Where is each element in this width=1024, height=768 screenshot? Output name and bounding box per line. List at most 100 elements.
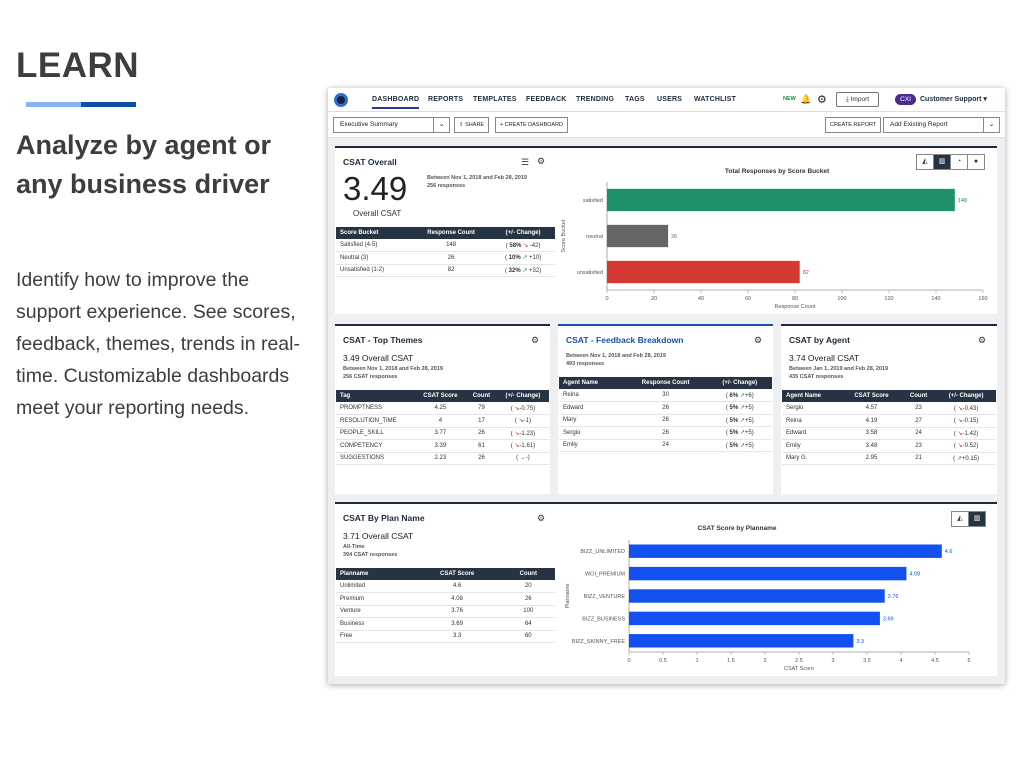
cell: 2.23: [414, 452, 467, 465]
cell: 100: [501, 605, 555, 618]
card-title: CSAT - Top Themes: [343, 335, 423, 345]
data-label: 3.3: [856, 639, 864, 645]
score-label: Overall CSAT: [807, 353, 860, 363]
total-responses-chart: Total Responses by Score Bucket satisfied…: [561, 168, 988, 310]
score-value: 3.71: [343, 531, 360, 541]
org-badge: CXI: [895, 94, 916, 105]
bar-chart-icon[interactable]: ▥: [968, 511, 986, 527]
cell: 23: [900, 402, 937, 415]
x-tick-label: 40: [698, 296, 704, 302]
cell: 64: [501, 617, 555, 631]
tab-tags[interactable]: TAGS: [625, 96, 645, 103]
date-range: All-Time: [343, 544, 365, 550]
column-header: Count: [900, 390, 937, 402]
change-cell: ( ↘-1.23): [496, 427, 549, 440]
bar-bizz_skinny_free: [629, 634, 854, 648]
cell: 26: [501, 592, 555, 606]
trend-down-icon: ↘: [957, 430, 963, 437]
toolbar: Executive Summary ⌄ ⇪ SHARE + CREATE DAS…: [328, 112, 1005, 138]
gear-icon[interactable]: ⚙: [817, 94, 827, 106]
x-tick-label: 0: [627, 658, 630, 664]
chevron-down-icon: ⌄: [433, 118, 449, 132]
category-label: unsatisfied: [577, 270, 603, 276]
chart-view-tabs: ◭ ▥: [951, 511, 986, 527]
trend-up-icon: ↗: [739, 405, 745, 412]
app-logo-icon[interactable]: [334, 93, 348, 107]
table-row: Sergio 4.57 23( ↘-0.43): [782, 402, 996, 415]
trend-down-icon: ↘: [514, 405, 520, 412]
column-header: (+/- Change): [496, 390, 549, 402]
column-header: Agent Name: [782, 390, 842, 402]
table-row: Edward 26( 5% ↗+5): [559, 401, 772, 415]
change-cell: ( 58% ↘ -42): [491, 239, 555, 252]
share-button[interactable]: ⇪ SHARE: [454, 117, 490, 133]
x-tick-label: 160: [978, 296, 987, 302]
create-dashboard-button[interactable]: + CREATE DASHBOARD: [495, 117, 569, 133]
change-value: +5: [744, 442, 752, 449]
tab-dashboard[interactable]: DASHBOARD: [372, 96, 420, 109]
dashboard-select[interactable]: Executive Summary ⌄: [333, 117, 450, 133]
tab-templates[interactable]: TEMPLATES: [473, 96, 517, 103]
table-row: PEOPLE_SKILL 3.77 26( ↘-1.23): [336, 427, 549, 440]
cell: 82: [410, 264, 492, 277]
cell: Reina: [782, 414, 842, 428]
data-label: 4.08: [909, 572, 920, 578]
tab-feedback[interactable]: FEEDBACK: [526, 96, 567, 103]
tab-watchlist[interactable]: WATCHLIST: [694, 96, 737, 103]
pie-chart-icon[interactable]: ◔: [950, 154, 968, 170]
table-row: Mary G. 2.95 21( ↗+0.15): [782, 452, 996, 465]
area-chart-icon[interactable]: ◭: [916, 154, 934, 170]
bell-icon[interactable]: 🔔: [800, 94, 812, 104]
category-label: WOI_PREMIUM: [585, 572, 625, 578]
dashboard-select-value: Executive Summary: [340, 121, 398, 128]
comment-icon[interactable]: ●: [967, 154, 985, 170]
slide-title: LEARN: [16, 46, 140, 85]
table-row: COMPETENCY 3.39 61( ↘-1.61): [336, 439, 549, 453]
cell: 27: [900, 414, 937, 428]
gear-icon[interactable]: ⚙: [537, 513, 546, 523]
gear-icon[interactable]: ⚙: [537, 156, 546, 166]
csat-by-plan-card: CSAT By Plan Name ⚙ 3.71 Overall CSAT Al…: [335, 502, 997, 676]
data-label: 4.6: [945, 549, 953, 555]
cell: 3.76: [412, 605, 502, 618]
cell: 79: [466, 402, 497, 415]
add-existing-report-select[interactable]: Add Existing Report ⌄: [883, 117, 1000, 133]
category-label: BIZZ_VENTURE: [584, 594, 626, 600]
gear-icon[interactable]: ⚙: [531, 335, 540, 345]
column-header: CSAT Score: [842, 390, 901, 402]
tab-reports[interactable]: REPORTS: [428, 96, 464, 103]
gear-icon[interactable]: ⚙: [754, 335, 763, 345]
cell: SUGGESTIONS: [336, 452, 415, 465]
cell: 60: [501, 630, 555, 643]
trend-down-icon: ↘: [957, 405, 963, 412]
chart-title: CSAT Score by Planname: [698, 525, 777, 532]
change-cell: ( ↘-1.42): [936, 427, 996, 440]
change-value: -0.15: [962, 418, 977, 425]
x-tick-label: 4: [899, 658, 902, 664]
change-pct: 5%: [729, 442, 739, 449]
filter-icon[interactable]: ☰: [521, 157, 530, 167]
tab-trending[interactable]: TRENDING: [576, 96, 615, 103]
cell: Neutral (3): [336, 251, 411, 265]
csat-by-plan-chart: CSAT Score by Planname BIZZ_UNLIMITED 4.6 W…: [565, 525, 971, 672]
change-value: -0.43: [962, 405, 977, 412]
bar-bizz_unlimited: [629, 544, 942, 558]
gear-icon[interactable]: ⚙: [978, 335, 987, 345]
cell: Sergio: [559, 426, 624, 440]
import-button[interactable]: ⤓ Import: [836, 92, 879, 107]
column-header: Count: [501, 568, 555, 580]
create-report-button[interactable]: CREATE REPORT: [825, 117, 882, 133]
plan-table: Planname CSAT Score Count Unlimited 4.6 20…: [336, 568, 555, 643]
csat-overall-card: CSAT Overall ☰ ⚙ 3.49 Overall CSAT Betwe…: [335, 146, 997, 314]
change-pct: 5%: [729, 430, 739, 437]
org-selector[interactable]: Customer Support ▾: [920, 95, 987, 103]
tab-users[interactable]: USERS: [657, 96, 683, 103]
table-row: Neutral (3) 26 ( 10% ↗ +10): [336, 251, 555, 265]
cell: 23: [900, 439, 937, 453]
change-cell: ( ↘-0.75): [496, 402, 549, 415]
cell: 3.77: [414, 427, 467, 440]
response-count: 256 responses: [427, 183, 466, 189]
new-badge: NEW: [783, 96, 796, 102]
change-value: +32: [529, 267, 540, 274]
